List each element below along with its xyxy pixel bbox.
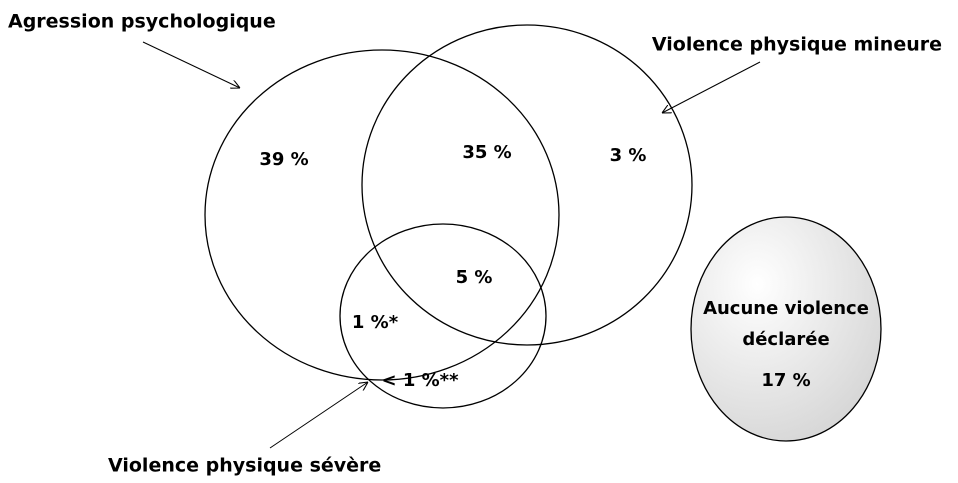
set-aucune <box>690 216 882 442</box>
arrow <box>142 41 240 88</box>
region-label: < 1 %** <box>381 370 459 391</box>
region-label: 1 %* <box>352 312 399 333</box>
set-label: déclarée <box>742 329 829 350</box>
region-label: 35 % <box>462 142 511 163</box>
set-label: Violence physique sévère <box>108 455 381 477</box>
set-severe <box>339 223 547 409</box>
set-label: Agression psychologique <box>8 11 276 33</box>
region-label: 39 % <box>259 149 308 170</box>
set-label: Violence physique mineure <box>652 34 942 56</box>
set-label: Aucune violence <box>703 298 869 319</box>
arrow <box>662 61 761 113</box>
arrow <box>269 382 368 449</box>
set-psychologique <box>204 49 560 381</box>
region-label: 17 % <box>761 370 810 391</box>
region-label: 3 % <box>610 145 647 166</box>
region-label: 5 % <box>456 267 493 288</box>
set-mineure <box>361 24 693 346</box>
